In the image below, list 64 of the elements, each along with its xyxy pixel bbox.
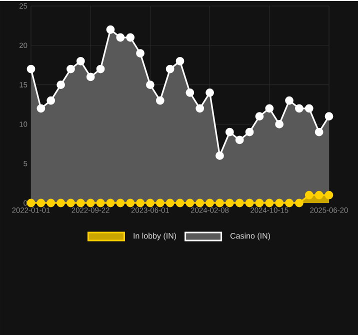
point <box>106 25 115 34</box>
legend-label: In lobby (IN) <box>134 232 176 240</box>
point <box>216 152 224 160</box>
point <box>245 198 254 208</box>
point <box>245 128 254 136</box>
point <box>176 198 184 208</box>
point <box>314 128 324 136</box>
point <box>324 190 334 200</box>
point <box>136 198 144 208</box>
point <box>176 56 184 66</box>
point <box>216 198 224 208</box>
point <box>255 112 264 121</box>
point <box>295 198 304 208</box>
point <box>275 198 284 208</box>
point <box>126 198 135 208</box>
point <box>156 96 164 105</box>
point <box>225 198 234 208</box>
point <box>36 104 46 113</box>
point <box>206 88 214 97</box>
point <box>295 104 304 113</box>
point <box>196 104 204 113</box>
point <box>275 120 284 128</box>
point <box>36 198 46 208</box>
point <box>304 190 314 200</box>
point <box>46 198 56 208</box>
point <box>265 198 274 208</box>
point <box>235 198 244 208</box>
point <box>186 88 194 97</box>
point <box>285 198 294 208</box>
point <box>76 56 85 66</box>
legend-label: Casino (IN) <box>230 232 270 240</box>
point <box>206 198 214 208</box>
point <box>146 198 154 208</box>
point <box>186 198 194 208</box>
point <box>225 128 234 136</box>
point <box>86 72 95 82</box>
point <box>76 198 85 208</box>
point <box>116 33 125 42</box>
point <box>255 198 264 208</box>
point <box>86 198 95 208</box>
point <box>56 80 66 89</box>
point <box>96 64 105 74</box>
point <box>156 198 164 208</box>
point <box>66 198 75 208</box>
point <box>314 190 324 200</box>
point <box>166 64 174 74</box>
point <box>265 104 274 113</box>
point <box>116 198 125 208</box>
point <box>46 96 56 105</box>
point <box>26 198 36 208</box>
point <box>235 136 244 144</box>
point <box>166 198 174 208</box>
point <box>136 49 144 58</box>
point <box>66 64 75 74</box>
point <box>324 112 334 121</box>
point <box>56 198 66 208</box>
point <box>96 198 105 208</box>
point <box>196 198 204 208</box>
point <box>146 80 154 89</box>
point <box>106 198 115 208</box>
point <box>285 96 294 105</box>
point <box>126 33 135 42</box>
point <box>304 104 314 113</box>
point <box>26 64 36 74</box>
